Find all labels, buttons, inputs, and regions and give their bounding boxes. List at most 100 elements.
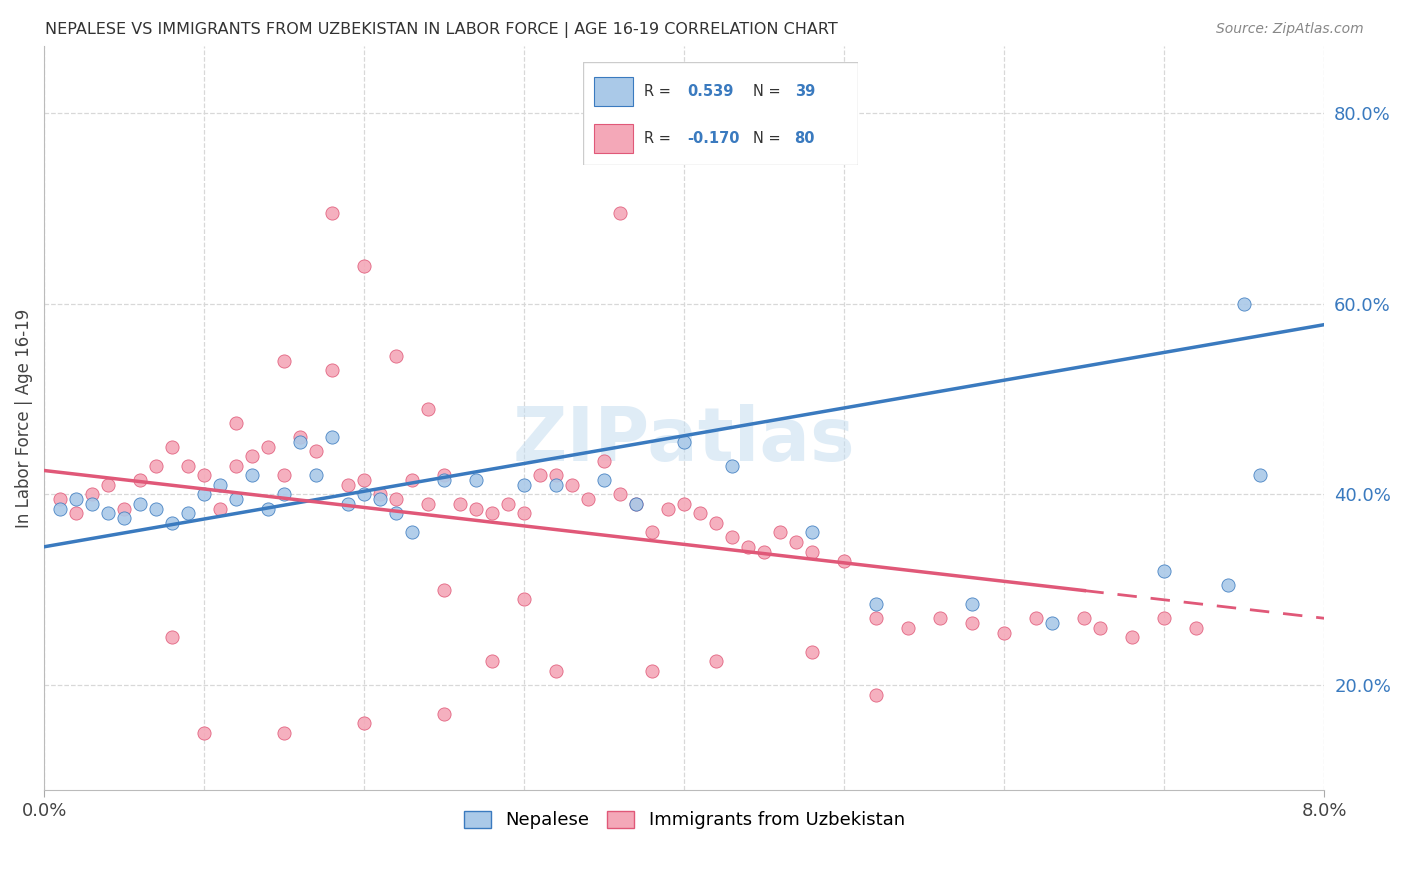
Point	[785, 535, 807, 549]
Point	[112, 511, 135, 525]
Point	[721, 530, 744, 544]
Point	[305, 468, 328, 483]
Point	[513, 592, 536, 607]
Point	[257, 440, 280, 454]
Point	[641, 525, 664, 540]
Point	[465, 473, 488, 487]
Point	[353, 259, 375, 273]
Point	[145, 458, 167, 473]
Point	[737, 540, 759, 554]
Point	[465, 501, 488, 516]
Point	[193, 725, 215, 739]
Point	[641, 664, 664, 678]
Point	[433, 582, 456, 597]
Legend: Nepalese, Immigrants from Uzbekistan: Nepalese, Immigrants from Uzbekistan	[457, 804, 912, 837]
Text: R =: R =	[644, 131, 675, 146]
Point	[929, 611, 952, 625]
Point	[657, 501, 679, 516]
Text: N =: N =	[754, 131, 786, 146]
Point	[97, 478, 120, 492]
Point	[209, 501, 232, 516]
Point	[65, 492, 87, 507]
Point	[225, 458, 247, 473]
Point	[193, 487, 215, 501]
Point	[689, 507, 711, 521]
Point	[1090, 621, 1112, 635]
Point	[1233, 296, 1256, 310]
Text: R =: R =	[644, 84, 675, 99]
Point	[257, 501, 280, 516]
Point	[177, 507, 200, 521]
Text: NEPALESE VS IMMIGRANTS FROM UZBEKISTAN IN LABOR FORCE | AGE 16-19 CORRELATION CH: NEPALESE VS IMMIGRANTS FROM UZBEKISTAN I…	[45, 22, 838, 38]
Point	[865, 688, 887, 702]
Point	[288, 430, 311, 444]
Point	[962, 597, 984, 611]
Point	[481, 507, 503, 521]
Point	[337, 478, 360, 492]
Point	[385, 492, 408, 507]
Point	[273, 487, 295, 501]
Point	[145, 501, 167, 516]
Point	[1040, 615, 1063, 630]
Point	[273, 468, 295, 483]
Point	[609, 206, 631, 220]
Point	[368, 492, 391, 507]
Point	[769, 525, 792, 540]
Point	[273, 725, 295, 739]
Point	[209, 478, 232, 492]
Point	[801, 645, 824, 659]
Point	[865, 611, 887, 625]
Point	[546, 468, 568, 483]
Point	[353, 473, 375, 487]
Point	[353, 487, 375, 501]
Point	[993, 625, 1015, 640]
Text: 80: 80	[794, 131, 815, 146]
Point	[418, 497, 440, 511]
Text: 39: 39	[794, 84, 815, 99]
Point	[225, 492, 247, 507]
Point	[865, 597, 887, 611]
FancyBboxPatch shape	[583, 62, 858, 165]
Point	[97, 507, 120, 521]
Point	[754, 544, 776, 558]
Point	[65, 507, 87, 521]
Point	[418, 401, 440, 416]
Point	[225, 416, 247, 430]
Point	[546, 478, 568, 492]
Point	[1025, 611, 1047, 625]
Point	[593, 454, 616, 468]
Point	[1121, 631, 1143, 645]
Point	[546, 664, 568, 678]
Point	[897, 621, 920, 635]
Text: Source: ZipAtlas.com: Source: ZipAtlas.com	[1216, 22, 1364, 37]
Point	[49, 501, 72, 516]
Point	[49, 492, 72, 507]
Point	[513, 478, 536, 492]
Point	[449, 497, 471, 511]
Text: -0.170: -0.170	[688, 131, 740, 146]
Point	[305, 444, 328, 458]
Point	[433, 468, 456, 483]
Point	[593, 473, 616, 487]
Point	[129, 473, 152, 487]
Text: N =: N =	[754, 84, 786, 99]
Point	[513, 507, 536, 521]
Point	[240, 449, 263, 463]
Point	[481, 654, 503, 668]
Point	[160, 440, 183, 454]
Point	[832, 554, 855, 568]
Point	[1073, 611, 1095, 625]
Point	[321, 363, 343, 377]
Point	[82, 497, 104, 511]
Y-axis label: In Labor Force | Age 16-19: In Labor Force | Age 16-19	[15, 309, 32, 528]
Text: ZIPatlas: ZIPatlas	[513, 404, 856, 477]
Text: 0.539: 0.539	[688, 84, 734, 99]
Point	[496, 497, 519, 511]
Point	[1218, 578, 1240, 592]
Point	[112, 501, 135, 516]
Point	[240, 468, 263, 483]
Point	[721, 458, 744, 473]
Point	[273, 354, 295, 368]
Point	[1153, 564, 1175, 578]
Point	[1185, 621, 1208, 635]
